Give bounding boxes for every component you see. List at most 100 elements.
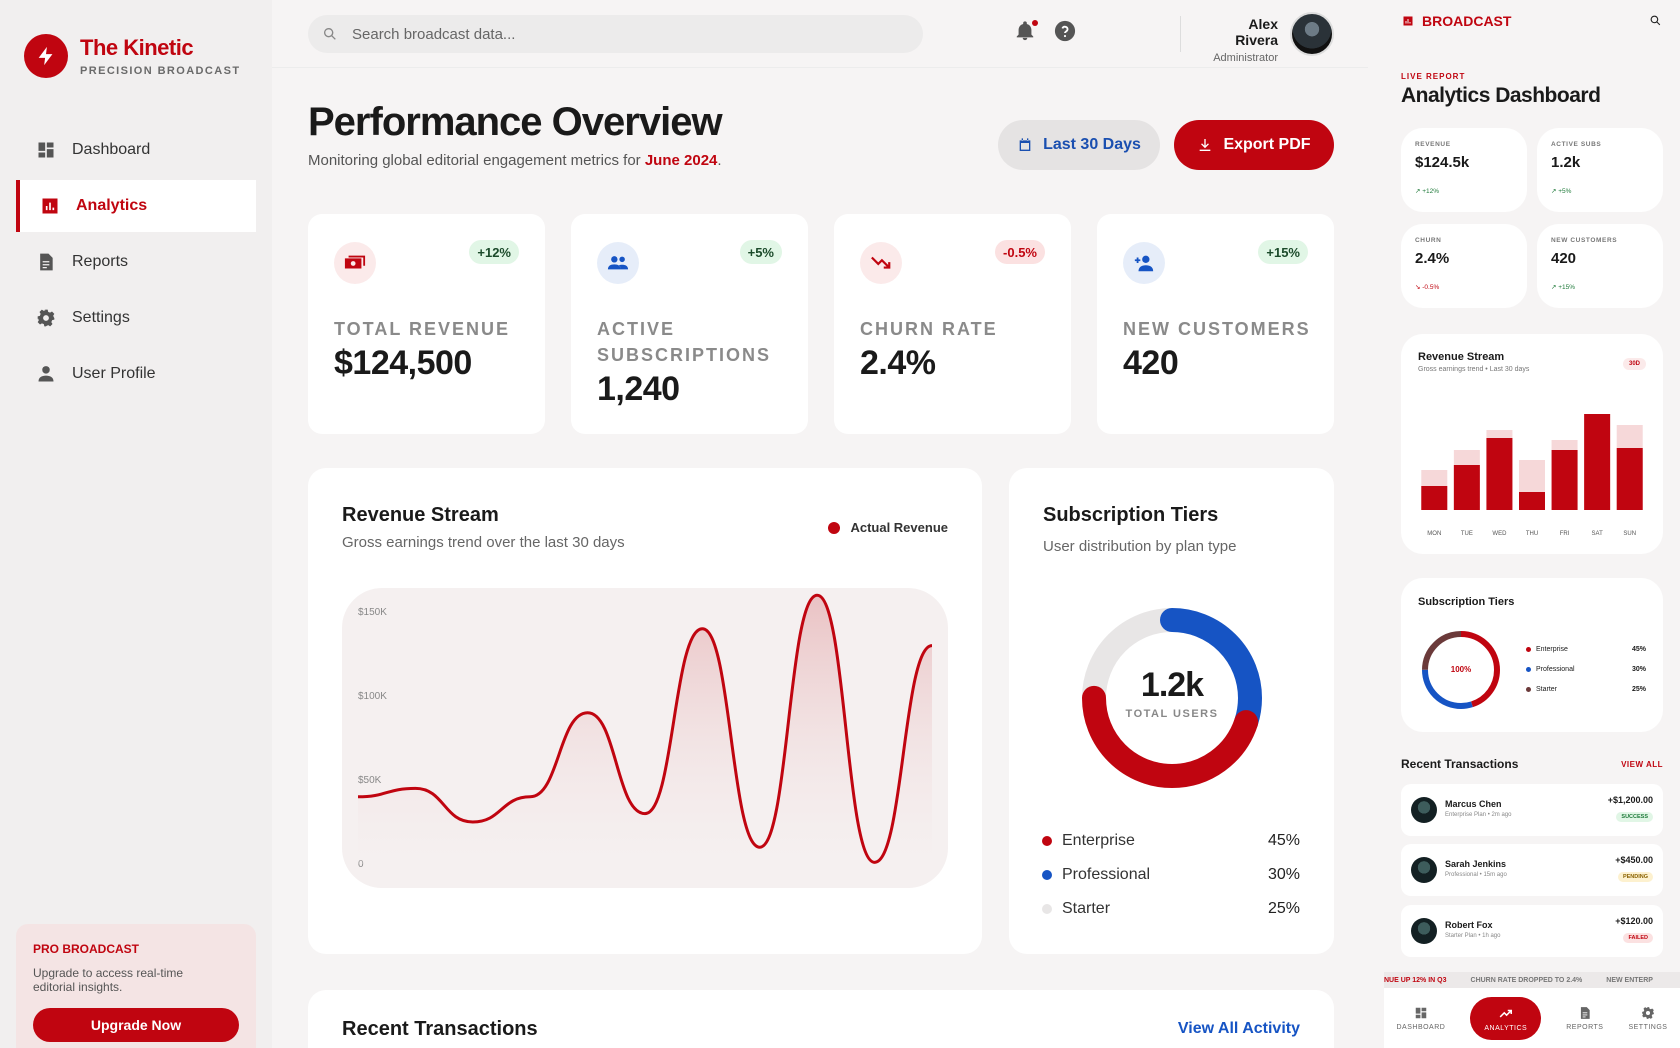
- kpi-label: CHURN RATE: [860, 319, 998, 339]
- sidebar: The Kinetic PRECISION BROADCAST Dashboar…: [0, 0, 272, 1048]
- news-ticker: NUE UP 12% IN Q3 CHURN RATE DROPPED TO 2…: [1384, 972, 1680, 988]
- trending-down-icon: [860, 242, 902, 284]
- bar-sat: [1584, 414, 1611, 510]
- avatar: [1411, 918, 1437, 944]
- legend-swatch: [1042, 904, 1052, 914]
- search-icon: [324, 28, 336, 40]
- person-add-icon: [1123, 242, 1165, 284]
- period-badge[interactable]: 30D: [1622, 358, 1646, 370]
- series-line-actual-revenue: [357, 593, 933, 864]
- sidebar-item-reports[interactable]: Reports: [16, 236, 256, 288]
- kpi-card-churn: -0.5% CHURN RATE 2.4%: [834, 214, 1071, 434]
- search-icon[interactable]: [1649, 14, 1662, 27]
- sidebar-item-settings[interactable]: Settings: [16, 292, 256, 344]
- mobile-nav-reports[interactable]: REPORTS: [1566, 1006, 1603, 1031]
- kpi-change-badge: +12%: [469, 240, 519, 264]
- kpi-change-badge: +15%: [1258, 240, 1308, 264]
- view-all-activity-link[interactable]: View All Activity: [1177, 1020, 1300, 1037]
- tier-row-starter: Starter 25%: [1042, 900, 1300, 918]
- x-tick-label: SUN: [1623, 531, 1637, 537]
- kpi-label: REVENUE: [1415, 141, 1451, 148]
- page-subtitle-period: June 2024: [644, 152, 718, 169]
- nav-label: REPORTS: [1566, 1023, 1604, 1031]
- mobile-tier-professional: Professional 30%: [1526, 666, 1646, 673]
- kpi-value: 2.4%: [860, 344, 936, 382]
- tx-detail: Starter Plan • 1h ago: [1445, 933, 1501, 939]
- search-input[interactable]: [352, 25, 892, 43]
- mobile-preview: BROADCAST LIVE REPORT Analytics Dashboar…: [1384, 0, 1680, 1048]
- kpi-change-value: -0.5%: [1422, 284, 1440, 291]
- sidebar-item-dashboard[interactable]: Dashboard: [16, 124, 256, 176]
- kpi-label: NEW CUSTOMERS: [1551, 237, 1618, 244]
- mobile-transactions-title: Recent Transactions: [1401, 757, 1519, 771]
- mobile-nav-dashboard[interactable]: DASHBOARD: [1397, 1006, 1446, 1031]
- dashboard-icon: [38, 142, 54, 158]
- bar-wed: [1486, 438, 1513, 510]
- sidebar-item-label: User Profile: [72, 365, 156, 382]
- mobile-nav-settings[interactable]: SETTINGS: [1628, 1006, 1667, 1031]
- mobile-brand: BROADCAST: [1422, 13, 1512, 29]
- export-pdf-button[interactable]: Export PDF: [1174, 120, 1334, 170]
- mobile-transaction-row[interactable]: Sarah Jenkins Professional • 15m ago +$4…: [1401, 844, 1663, 896]
- avatar[interactable]: [1290, 12, 1334, 56]
- reports-icon: [1580, 1006, 1590, 1019]
- search-bar[interactable]: [308, 15, 923, 53]
- nav-label: SETTINGS: [1628, 1023, 1668, 1031]
- bell-icon[interactable]: [1014, 20, 1038, 44]
- mobile-view-all-link[interactable]: VIEW ALL: [1621, 760, 1663, 769]
- brand[interactable]: The Kinetic PRECISION BROADCAST: [24, 34, 240, 78]
- tier-percent: 30%: [1267, 866, 1300, 883]
- mobile-title: Analytics Dashboard: [1401, 84, 1601, 107]
- sidebar-item-analytics[interactable]: Analytics: [16, 180, 256, 232]
- bar-fri: [1551, 450, 1578, 510]
- help-icon[interactable]: [1054, 20, 1078, 44]
- page-title: Performance Overview: [308, 100, 723, 144]
- nav-label: DASHBOARD: [1396, 1023, 1446, 1031]
- kpi-value: $124.5k: [1415, 154, 1470, 171]
- tx-name: Sarah Jenkins: [1445, 859, 1507, 869]
- kpi-change: ↘ -0.5%: [1415, 284, 1440, 291]
- tier-name: Enterprise: [1062, 832, 1135, 849]
- mobile-transaction-row[interactable]: Marcus Chen Enterprise Plan • 2m ago +$1…: [1401, 784, 1663, 836]
- tx-name: Robert Fox: [1445, 920, 1493, 930]
- x-tick-label: SAT: [1591, 531, 1603, 537]
- card-title: Subscription Tiers: [1043, 504, 1219, 526]
- revenue-line-chart: $150K $100K $50K 0: [342, 588, 948, 888]
- y-tick-label: $150K: [358, 607, 387, 618]
- bar-mon: [1421, 486, 1448, 510]
- status-badge: SUCCESS: [1616, 812, 1653, 822]
- promo-text: Upgrade to access real-time editorial in…: [33, 966, 184, 994]
- tier-percent: 25%: [1631, 686, 1646, 693]
- ticker-item: NUE UP 12% IN Q3: [1384, 976, 1447, 984]
- kpi-value: 2.4%: [1415, 250, 1450, 267]
- notification-dot: [1032, 20, 1038, 26]
- card-subtitle: Gross earnings trend over the last 30 da…: [342, 534, 625, 551]
- x-tick-label: FRI: [1559, 531, 1570, 537]
- mobile-transaction-row[interactable]: Robert Fox Starter Plan • 1h ago +$120.0…: [1401, 905, 1663, 957]
- revenue-stream-card: Revenue Stream Gross earnings trend over…: [308, 468, 982, 954]
- sidebar-item-user-profile[interactable]: User Profile: [16, 348, 256, 400]
- calendar-icon: [1019, 138, 1031, 151]
- divider: [1180, 16, 1181, 52]
- card-title: Subscription Tiers: [1418, 596, 1515, 608]
- page-subtitle-suffix: .: [717, 152, 722, 169]
- bar-sun: [1616, 448, 1643, 510]
- tier-name: Professional: [1536, 666, 1575, 673]
- legend-swatch: [1042, 836, 1052, 846]
- date-range-button[interactable]: Last 30 Days: [998, 120, 1160, 170]
- upgrade-button[interactable]: Upgrade Now: [33, 1008, 239, 1042]
- user-info[interactable]: Alex Rivera Administrator: [1208, 16, 1278, 64]
- mobile-nav-analytics[interactable]: ANALYTICS: [1470, 996, 1542, 1040]
- chart-legend: Actual Revenue: [828, 520, 948, 535]
- donut-segment-professional: [1082, 608, 1262, 788]
- tier-percent: 45%: [1631, 646, 1646, 653]
- mobile-tiers-card: Subscription Tiers 100%: [1401, 578, 1663, 732]
- promo-title: PRO BROADCAST: [33, 942, 140, 956]
- user-icon: [38, 366, 54, 382]
- sidebar-item-label: Analytics: [76, 197, 148, 214]
- kpi-change-badge: +5%: [739, 240, 782, 264]
- x-tick-label: TUE: [1460, 531, 1473, 537]
- tx-amount: +$1,200.00: [1607, 795, 1653, 805]
- tier-percent: 30%: [1631, 666, 1646, 673]
- donut-segment-enterprise: [1082, 608, 1262, 788]
